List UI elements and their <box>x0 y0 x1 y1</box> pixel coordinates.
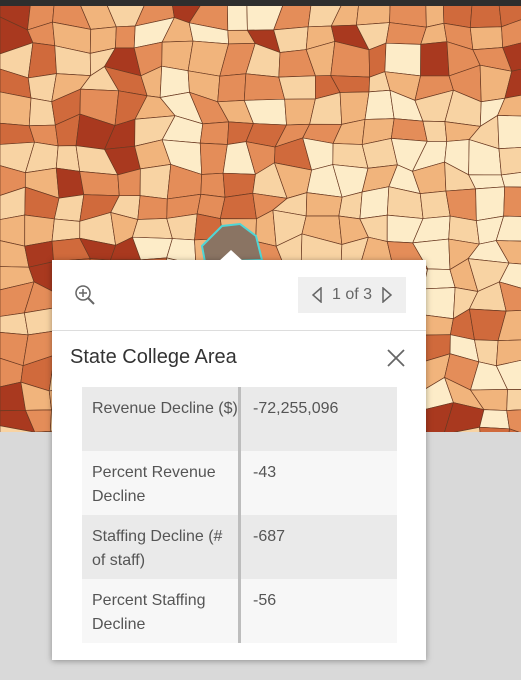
district[interactable] <box>420 41 450 77</box>
popup-pointer <box>218 250 244 262</box>
district[interactable] <box>507 428 521 432</box>
district[interactable] <box>475 186 506 222</box>
district[interactable] <box>0 91 32 127</box>
district[interactable] <box>495 339 521 367</box>
prev-button[interactable] <box>311 287 322 303</box>
district[interactable] <box>497 94 521 117</box>
district[interactable] <box>501 19 521 48</box>
district[interactable] <box>498 0 521 28</box>
field-value: -43 <box>253 464 277 481</box>
district[interactable] <box>495 356 521 391</box>
pager: 1 of 3 <box>298 277 406 313</box>
district[interactable] <box>0 425 36 432</box>
top-bar <box>0 0 521 6</box>
district[interactable] <box>51 218 81 242</box>
district[interactable] <box>161 40 194 72</box>
district[interactable] <box>498 147 521 176</box>
field-value: -687 <box>253 528 286 545</box>
field-value: -72,255,096 <box>253 400 339 417</box>
next-button[interactable] <box>382 287 393 303</box>
district[interactable] <box>55 145 81 172</box>
field-label: Percent Revenue Decline <box>82 451 241 515</box>
district[interactable] <box>359 186 390 220</box>
district[interactable] <box>479 426 510 432</box>
district[interactable] <box>219 192 257 220</box>
popup-title: State College Area <box>70 346 237 368</box>
table-row: Percent Staffing Decline -56 <box>82 579 397 643</box>
district[interactable] <box>390 118 428 142</box>
district[interactable] <box>364 89 395 120</box>
district[interactable] <box>273 26 309 53</box>
district[interactable] <box>384 42 422 77</box>
district[interactable] <box>53 194 85 222</box>
zoom-button[interactable] <box>74 284 96 306</box>
district[interactable] <box>419 190 451 219</box>
table-row: Revenue Decline ($) -72,255,096 <box>82 387 397 451</box>
field-label: Staffing Decline (# of staff) <box>82 515 241 579</box>
district[interactable] <box>0 312 29 336</box>
district[interactable] <box>422 120 448 142</box>
field-label: Percent Staffing Decline <box>82 579 241 643</box>
district[interactable] <box>243 73 286 101</box>
district[interactable] <box>506 389 521 411</box>
district[interactable] <box>79 170 120 197</box>
district[interactable] <box>497 115 521 150</box>
popup: 1 of 3 State College Area Revenue Declin… <box>52 250 426 660</box>
district[interactable] <box>479 409 510 430</box>
district[interactable] <box>503 186 521 217</box>
pager-text: 1 of 3 <box>331 286 373 303</box>
close-button[interactable] <box>386 348 406 368</box>
divider <box>52 330 426 331</box>
district[interactable] <box>0 409 36 432</box>
table-row: Percent Revenue Decline -43 <box>82 451 397 515</box>
district[interactable] <box>200 172 226 198</box>
district[interactable] <box>217 73 247 103</box>
district[interactable] <box>131 218 173 239</box>
district[interactable] <box>504 67 521 99</box>
district[interactable] <box>278 75 316 100</box>
district[interactable] <box>469 26 504 51</box>
attribute-table: Revenue Decline ($) -72,255,096 Percent Re… <box>82 387 397 643</box>
district[interactable] <box>497 310 521 342</box>
district[interactable] <box>498 281 521 312</box>
table-row: Staffing Decline (# of staff) -687 <box>82 515 397 579</box>
district[interactable] <box>506 409 521 432</box>
district[interactable] <box>500 171 521 188</box>
field-label: Revenue Decline ($) <box>82 387 241 451</box>
district[interactable] <box>498 262 521 293</box>
district[interactable] <box>199 121 230 145</box>
field-value: -56 <box>253 592 277 609</box>
district[interactable] <box>23 431 58 432</box>
district[interactable] <box>139 163 172 200</box>
district[interactable] <box>27 42 57 79</box>
district[interactable] <box>495 240 521 265</box>
district[interactable] <box>495 215 521 242</box>
district[interactable] <box>137 195 168 220</box>
district[interactable] <box>115 25 136 49</box>
district[interactable] <box>502 42 521 72</box>
district[interactable] <box>444 426 483 432</box>
